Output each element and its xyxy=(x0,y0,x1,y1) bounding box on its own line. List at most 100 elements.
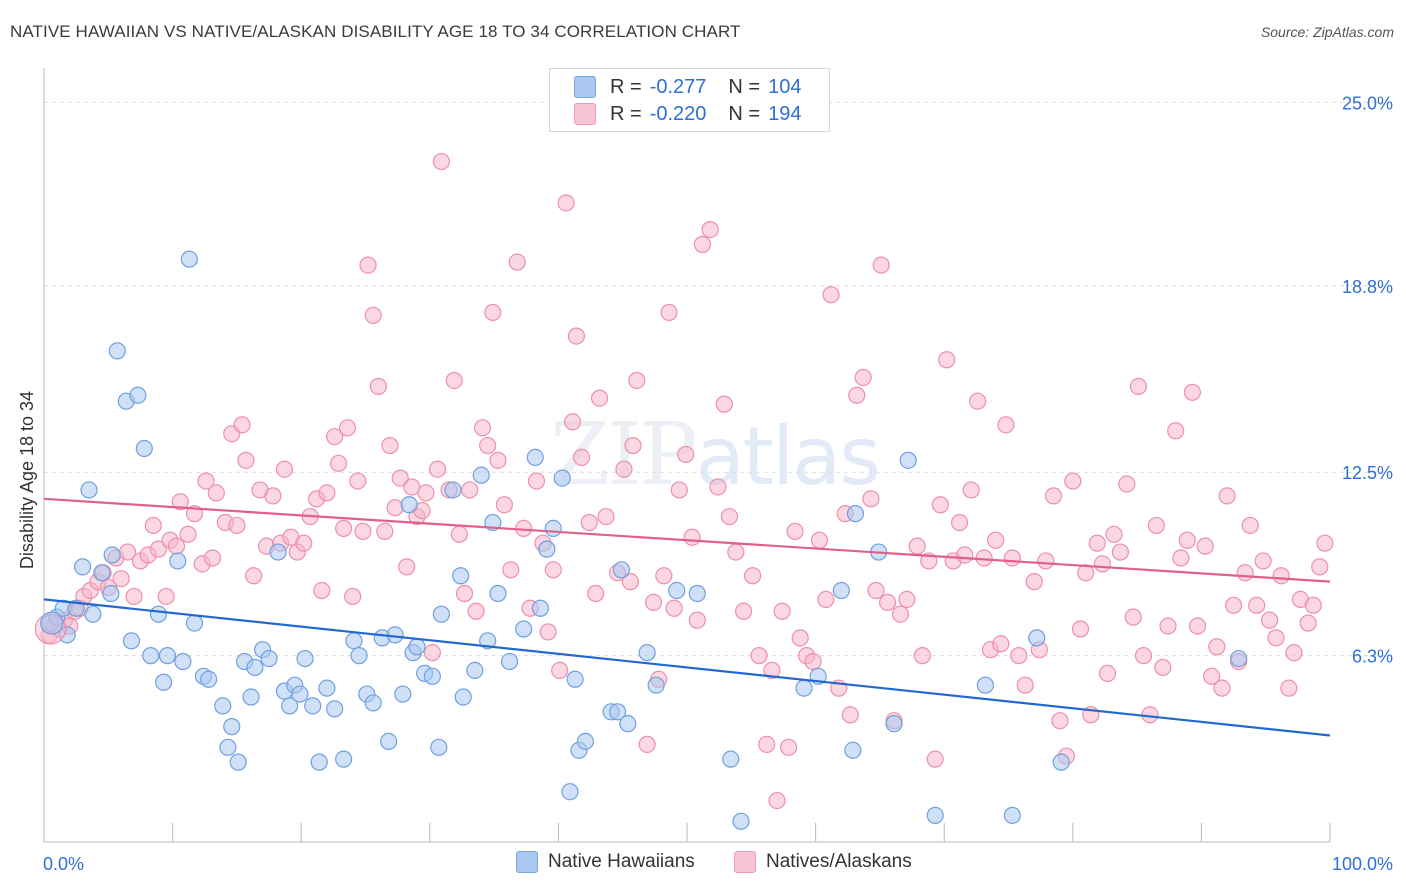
x-tick-label: 100.0% xyxy=(1332,854,1393,874)
data-point xyxy=(854,368,872,387)
legend-r-label: R = xyxy=(610,102,642,125)
data-point xyxy=(1172,549,1190,567)
data-point xyxy=(174,652,192,671)
data-point xyxy=(786,522,804,540)
data-point xyxy=(359,256,377,274)
data-point xyxy=(795,679,813,697)
data-point xyxy=(242,688,260,706)
data-point xyxy=(508,253,526,271)
data-point xyxy=(1105,525,1123,543)
series-label-hawaiians: Native Hawaiians xyxy=(548,851,695,872)
data-point xyxy=(590,389,609,407)
data-point xyxy=(515,620,533,638)
data-point xyxy=(879,593,897,611)
legend-row-alaskans: R = -0.220 N = 194 xyxy=(574,102,801,126)
data-point xyxy=(891,605,910,623)
data-point xyxy=(750,647,768,665)
trend-line xyxy=(43,598,1331,737)
data-point xyxy=(615,460,633,478)
y-tick-label: 18.8% xyxy=(1342,277,1393,297)
legend-r-value: -0.277 xyxy=(649,75,707,98)
data-point xyxy=(1016,676,1034,694)
chart-title: NATIVE HAWAIIAN VS NATIVE/ALASKAN DISABI… xyxy=(10,22,741,41)
data-point xyxy=(1051,712,1069,730)
data-point xyxy=(898,590,916,609)
data-point xyxy=(867,581,885,600)
data-point xyxy=(587,584,605,603)
data-point xyxy=(171,493,189,511)
data-point xyxy=(450,525,468,543)
data-point xyxy=(628,371,646,390)
data-point xyxy=(269,543,287,561)
data-point xyxy=(846,505,865,523)
data-point xyxy=(580,513,598,532)
data-point xyxy=(962,481,980,499)
data-point xyxy=(1196,537,1214,555)
data-point xyxy=(1304,596,1322,614)
data-point xyxy=(149,605,168,623)
data-point xyxy=(180,250,198,268)
trend-line xyxy=(43,497,1331,583)
data-point xyxy=(129,386,147,404)
data-point xyxy=(430,738,448,756)
data-point xyxy=(93,564,111,582)
data-point xyxy=(1167,422,1185,440)
x-tick-label: 0.0% xyxy=(43,854,84,874)
legend-row-hawaiians: R = -0.277 N = 104 xyxy=(574,75,801,99)
data-point xyxy=(1010,647,1028,665)
data-point xyxy=(80,481,98,499)
legend-swatch-alaskans xyxy=(574,103,596,125)
data-point xyxy=(484,303,502,322)
data-point xyxy=(926,806,944,824)
data-point xyxy=(779,738,798,756)
watermark-atlas: atlas xyxy=(695,410,881,503)
data-point xyxy=(1218,487,1236,505)
data-point xyxy=(326,700,344,718)
data-point xyxy=(185,614,204,632)
data-point xyxy=(364,306,382,324)
data-point xyxy=(1044,487,1063,505)
data-point xyxy=(223,718,241,736)
data-point xyxy=(125,587,143,606)
data-point xyxy=(624,436,642,455)
data-point xyxy=(310,753,328,771)
data-point xyxy=(1267,629,1285,647)
data-point xyxy=(313,581,331,600)
data-point xyxy=(758,735,776,753)
correlation-legend: R = -0.277 N = 104 R = -0.220 N = 194 xyxy=(549,68,830,132)
data-point xyxy=(688,584,706,603)
data-point xyxy=(862,490,880,508)
legend-n-value: 194 xyxy=(768,102,802,125)
data-point xyxy=(452,567,470,585)
cluster-point xyxy=(40,611,64,635)
data-point xyxy=(1183,383,1201,401)
data-point xyxy=(727,543,745,561)
data-point xyxy=(495,496,513,514)
data-point xyxy=(791,629,809,647)
data-point xyxy=(149,540,168,558)
data-point xyxy=(473,419,492,437)
data-point xyxy=(102,584,120,603)
data-point xyxy=(108,342,126,360)
legend-r-label: R = xyxy=(610,75,642,98)
data-point xyxy=(432,152,450,171)
data-point xyxy=(644,593,663,611)
data-point xyxy=(841,706,859,724)
data-point xyxy=(1025,573,1043,591)
data-point xyxy=(608,703,627,721)
data-point xyxy=(938,351,956,369)
data-point xyxy=(335,519,353,538)
data-point xyxy=(354,522,372,540)
data-point xyxy=(899,451,917,469)
data-point xyxy=(668,581,686,600)
data-point xyxy=(804,652,822,671)
data-point xyxy=(844,741,862,759)
data-point xyxy=(647,676,665,694)
data-point xyxy=(1134,647,1153,665)
data-point xyxy=(380,732,398,751)
data-point xyxy=(304,697,322,715)
data-point xyxy=(566,670,584,688)
data-point xyxy=(502,561,520,579)
data-point xyxy=(1285,644,1303,662)
